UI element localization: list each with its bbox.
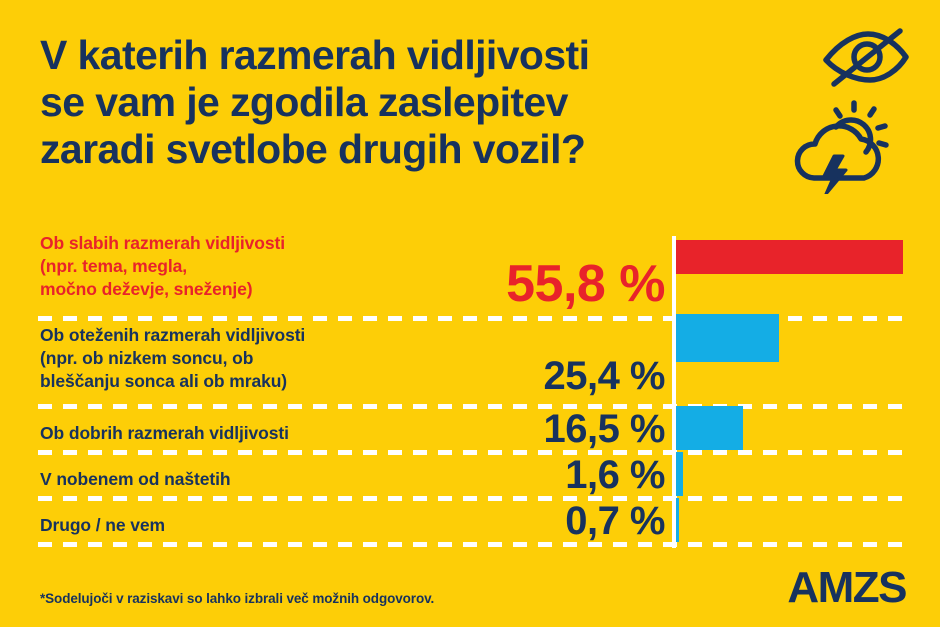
- footnote: *Sodelujoči v raziskavi so lahko izbrali…: [40, 591, 435, 606]
- row-value: 1,6 %: [565, 453, 665, 497]
- page-title-line-1: V katerih razmerah vidljivosti: [40, 32, 590, 78]
- row-value: 55,8 %: [506, 255, 665, 313]
- cloud-storm-icon: [788, 98, 910, 199]
- row-separator: [38, 450, 906, 455]
- row-label-line: (npr. tema, megla,: [40, 256, 187, 276]
- row-label: Ob slabih razmerah vidljivosti (npr. tem…: [40, 232, 460, 301]
- page-title-line-3: zaradi svetlobe drugih vozil?: [40, 126, 586, 172]
- row-value: 0,7 %: [565, 499, 665, 543]
- row-label: Ob oteženih razmerah vidljivosti (npr. o…: [40, 324, 460, 393]
- row-label-line: Ob dobrih razmerah vidljivosti: [40, 423, 289, 443]
- row-separator: [38, 542, 906, 547]
- bar-chart: Ob slabih razmerah vidljivosti (npr. tem…: [0, 232, 940, 552]
- row-bar: [676, 498, 679, 542]
- row-label-line: močno deževje, sneženje): [40, 279, 253, 299]
- row-separator: [38, 496, 906, 501]
- chart-row: Ob dobrih razmerah vidljivosti 16,5 %: [0, 406, 940, 452]
- row-label-line: Ob oteženih razmerah vidljivosti: [40, 325, 306, 345]
- chart-row: Ob oteženih razmerah vidljivosti (npr. o…: [0, 314, 940, 410]
- row-bar: [676, 240, 903, 274]
- row-bar: [676, 406, 743, 450]
- page-title: V katerih razmerah vidljivosti se vam je…: [40, 32, 730, 173]
- row-separator: [38, 316, 906, 321]
- row-label-line: Ob slabih razmerah vidljivosti: [40, 233, 285, 253]
- chart-axis-line: [672, 236, 676, 548]
- row-label: Ob dobrih razmerah vidljivosti: [40, 422, 460, 445]
- row-label-line: V nobenem od naštetih: [40, 469, 231, 489]
- row-value: 16,5 %: [543, 407, 665, 451]
- icon-group: [788, 26, 918, 196]
- row-label: V nobenem od naštetih: [40, 468, 460, 491]
- row-separator: [38, 404, 906, 409]
- chart-row: Ob slabih razmerah vidljivosti (npr. tem…: [0, 232, 940, 318]
- row-label-line: (npr. ob nizkem soncu, ob: [40, 348, 254, 368]
- amzs-logo: AMZS: [787, 563, 907, 612]
- page-title-line-2: se vam je zgodila zaslepitev: [40, 79, 568, 125]
- row-bar: [676, 452, 683, 496]
- row-label-line: Drugo / ne vem: [40, 515, 166, 535]
- row-label-line: bleščanju sonca ali ob mraku): [40, 371, 288, 391]
- chart-row: V nobenem od naštetih 1,6 %: [0, 452, 940, 498]
- row-value: 25,4 %: [543, 354, 665, 398]
- eye-off-icon: [820, 26, 912, 93]
- chart-row: Drugo / ne vem 0,7 %: [0, 498, 940, 544]
- row-bar: [676, 314, 779, 362]
- row-label: Drugo / ne vem: [40, 514, 460, 537]
